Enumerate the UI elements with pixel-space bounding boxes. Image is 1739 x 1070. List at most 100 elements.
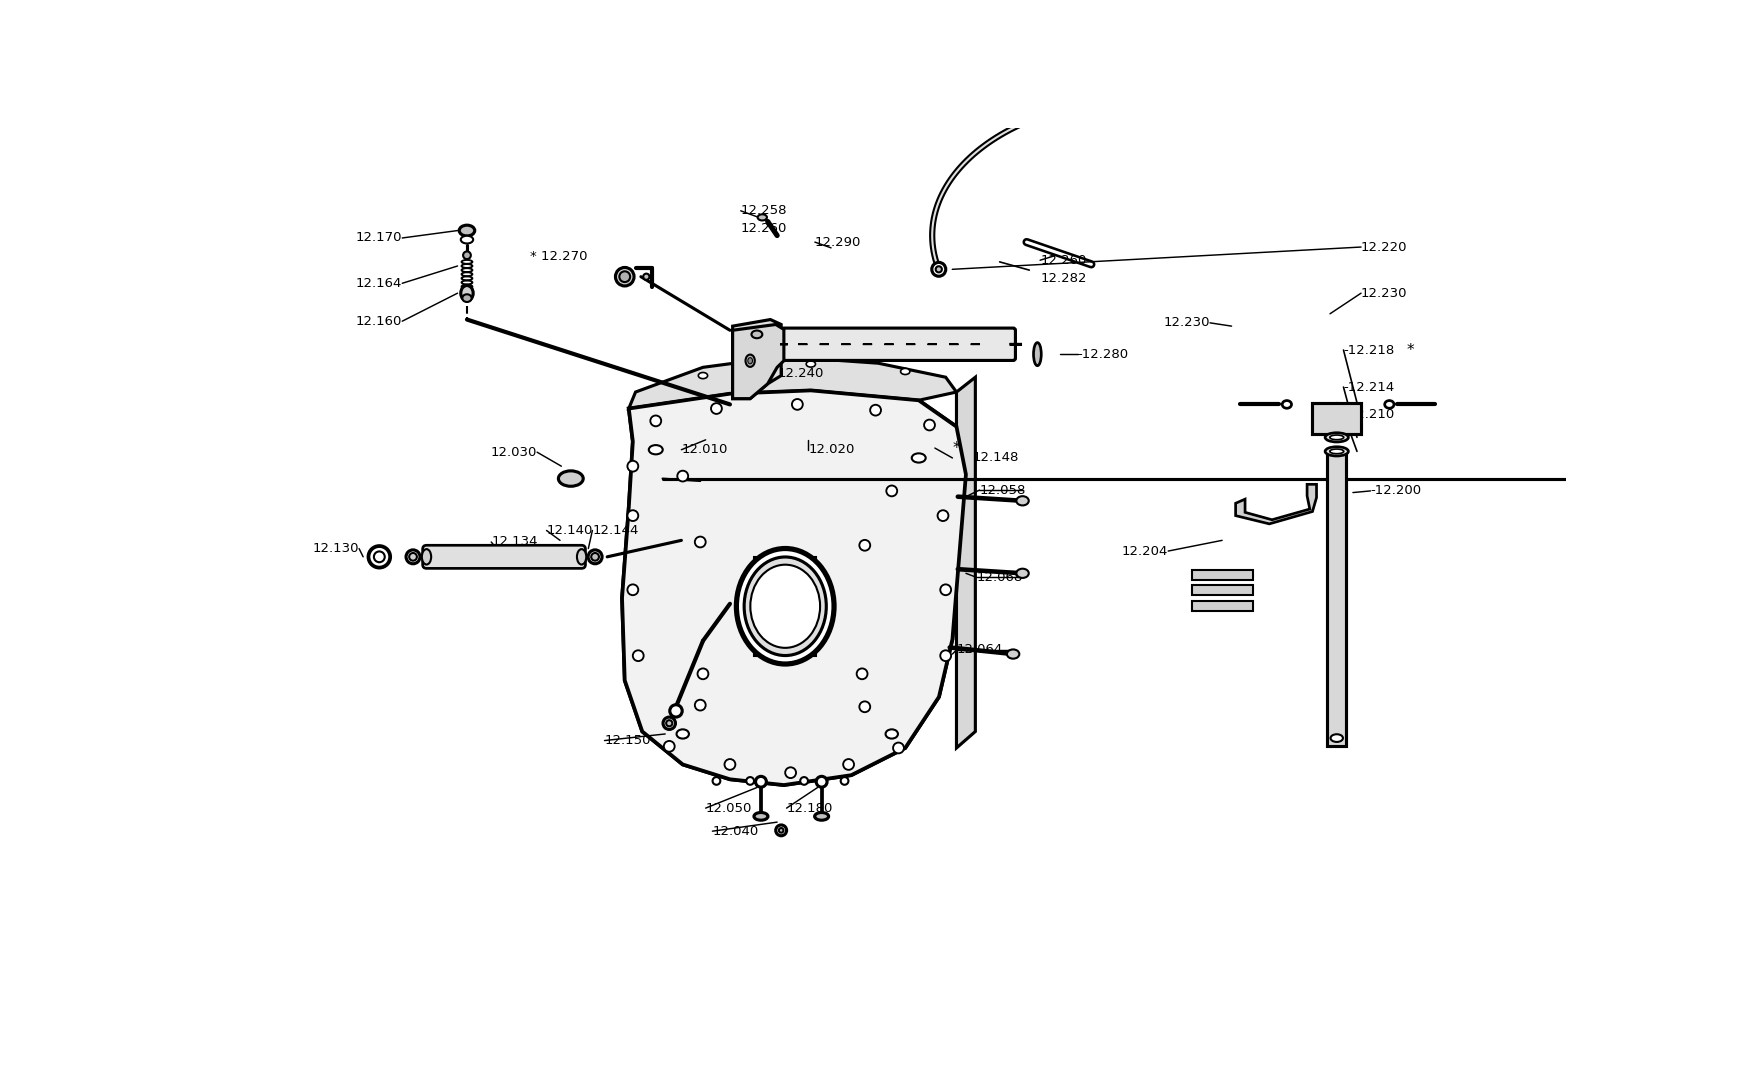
- Bar: [1327, 449, 1346, 747]
- Ellipse shape: [591, 553, 598, 561]
- Ellipse shape: [459, 225, 475, 236]
- Text: 12.058: 12.058: [979, 484, 1026, 496]
- FancyBboxPatch shape: [781, 328, 1016, 361]
- Ellipse shape: [1325, 432, 1348, 442]
- Ellipse shape: [650, 415, 661, 426]
- Text: 12.282: 12.282: [1040, 272, 1085, 285]
- Ellipse shape: [558, 471, 583, 486]
- Text: 12.140: 12.140: [546, 524, 593, 537]
- Ellipse shape: [461, 286, 473, 301]
- Text: 12.170: 12.170: [355, 231, 402, 244]
- Ellipse shape: [939, 651, 951, 661]
- Ellipse shape: [421, 549, 431, 565]
- Ellipse shape: [676, 471, 687, 482]
- Polygon shape: [1191, 570, 1252, 580]
- Text: *: *: [1407, 342, 1414, 357]
- Text: * 12.270: * 12.270: [530, 249, 588, 262]
- Polygon shape: [1235, 485, 1316, 524]
- Text: *: *: [951, 441, 960, 456]
- Ellipse shape: [755, 777, 765, 788]
- Ellipse shape: [616, 268, 633, 286]
- FancyBboxPatch shape: [423, 546, 584, 568]
- Ellipse shape: [843, 759, 854, 769]
- Ellipse shape: [892, 743, 903, 753]
- Text: 12.134: 12.134: [490, 535, 537, 549]
- Ellipse shape: [744, 557, 826, 656]
- Ellipse shape: [1384, 400, 1393, 409]
- Ellipse shape: [664, 740, 675, 752]
- Ellipse shape: [666, 720, 671, 727]
- Text: 12.144: 12.144: [591, 524, 638, 537]
- Text: 12.040: 12.040: [711, 825, 758, 838]
- Text: 12.068: 12.068: [976, 571, 1023, 584]
- Ellipse shape: [1202, 103, 1209, 109]
- Text: -12.214: -12.214: [1343, 381, 1395, 394]
- Ellipse shape: [856, 669, 868, 679]
- Polygon shape: [732, 320, 781, 399]
- Bar: [1311, 402, 1360, 434]
- Ellipse shape: [814, 812, 828, 821]
- Ellipse shape: [713, 777, 720, 784]
- Ellipse shape: [859, 540, 870, 551]
- Ellipse shape: [1325, 447, 1348, 456]
- Ellipse shape: [723, 759, 736, 769]
- Text: 12.260: 12.260: [741, 223, 786, 235]
- Ellipse shape: [694, 537, 706, 548]
- Ellipse shape: [939, 584, 951, 595]
- Ellipse shape: [746, 560, 824, 653]
- Polygon shape: [623, 391, 965, 785]
- Ellipse shape: [409, 553, 417, 561]
- Ellipse shape: [748, 357, 751, 364]
- Ellipse shape: [694, 700, 706, 710]
- Text: 12.240: 12.240: [777, 367, 823, 381]
- Ellipse shape: [1007, 649, 1019, 659]
- Ellipse shape: [932, 262, 946, 276]
- Ellipse shape: [911, 454, 925, 462]
- Ellipse shape: [588, 550, 602, 564]
- Ellipse shape: [746, 777, 753, 784]
- Ellipse shape: [736, 549, 833, 664]
- Text: 12.180: 12.180: [786, 801, 833, 814]
- Ellipse shape: [901, 368, 909, 374]
- Text: -12.218: -12.218: [1343, 343, 1395, 356]
- Ellipse shape: [1016, 568, 1028, 578]
- Text: 12.250: 12.250: [807, 347, 854, 360]
- Ellipse shape: [633, 651, 643, 661]
- Text: 12.204: 12.204: [1122, 545, 1167, 557]
- Text: 12.030: 12.030: [490, 446, 537, 459]
- Text: 12.010: 12.010: [682, 443, 727, 456]
- Text: -12.280: -12.280: [1076, 348, 1129, 361]
- Ellipse shape: [463, 294, 471, 302]
- Ellipse shape: [1016, 496, 1028, 505]
- Text: 12.130: 12.130: [313, 542, 358, 555]
- Ellipse shape: [923, 419, 934, 430]
- Ellipse shape: [628, 584, 638, 595]
- Ellipse shape: [676, 730, 689, 738]
- Polygon shape: [956, 378, 976, 748]
- Ellipse shape: [753, 812, 767, 821]
- Ellipse shape: [670, 705, 682, 717]
- Ellipse shape: [463, 251, 471, 259]
- Ellipse shape: [1330, 734, 1343, 742]
- Ellipse shape: [859, 702, 870, 713]
- Ellipse shape: [840, 777, 849, 784]
- Ellipse shape: [750, 565, 819, 647]
- Polygon shape: [628, 356, 956, 409]
- Ellipse shape: [751, 331, 762, 338]
- Ellipse shape: [461, 235, 473, 244]
- Ellipse shape: [756, 214, 767, 220]
- Ellipse shape: [405, 550, 419, 564]
- Text: 12.064: 12.064: [956, 643, 1002, 656]
- Polygon shape: [732, 324, 783, 399]
- Ellipse shape: [784, 767, 795, 778]
- Ellipse shape: [805, 361, 816, 367]
- Ellipse shape: [628, 461, 638, 472]
- Text: 12.230: 12.230: [1360, 287, 1407, 300]
- Ellipse shape: [776, 825, 786, 836]
- Ellipse shape: [619, 272, 630, 282]
- Ellipse shape: [697, 372, 708, 379]
- Text: 12.260: 12.260: [1040, 254, 1085, 266]
- Ellipse shape: [885, 486, 897, 496]
- Ellipse shape: [885, 730, 897, 738]
- Ellipse shape: [663, 717, 675, 730]
